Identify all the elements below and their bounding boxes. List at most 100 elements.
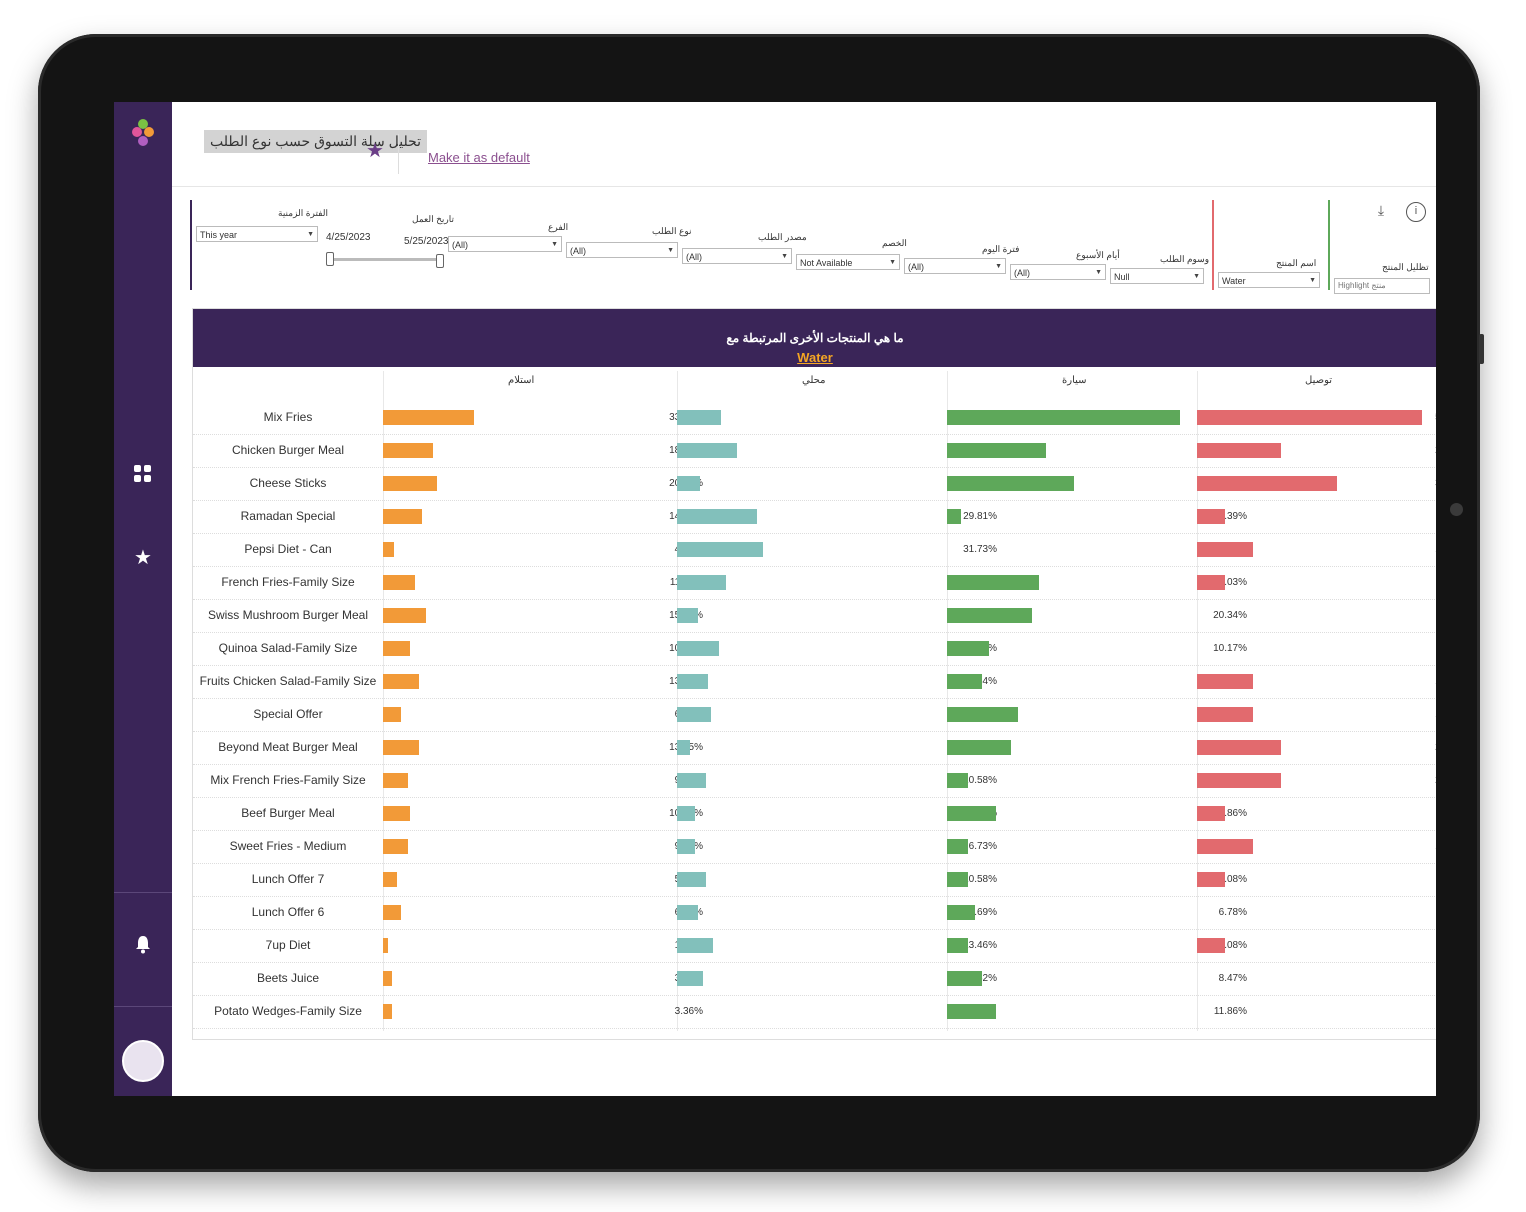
bar-2[interactable] <box>947 641 990 656</box>
info-icon[interactable]: i <box>1406 202 1426 222</box>
bar-2[interactable] <box>947 443 1046 458</box>
bar-0[interactable] <box>383 872 397 887</box>
bar-1[interactable] <box>677 740 690 755</box>
bar-3[interactable] <box>1197 740 1282 755</box>
bar-3[interactable] <box>1197 476 1338 491</box>
bar-0[interactable] <box>383 806 411 821</box>
date-slider-start-handle[interactable] <box>326 252 334 266</box>
bar-3[interactable] <box>1197 509 1226 524</box>
order-tags-dropdown[interactable]: Null ▼ <box>1110 268 1204 284</box>
date-slider-track[interactable] <box>330 258 440 261</box>
favorite-star-icon[interactable]: ★ <box>366 140 384 162</box>
bar-1[interactable] <box>677 410 722 425</box>
bar-0[interactable] <box>383 971 393 986</box>
table-row[interactable]: Potato Wedges-Family Size 3.36% 11.86% <box>193 995 1436 1029</box>
bar-1[interactable] <box>677 707 711 722</box>
table-row[interactable]: Lunch Offer 66.72%7.69%6.78% <box>193 896 1436 930</box>
bar-0[interactable] <box>383 476 438 491</box>
branch-dropdown[interactable]: (All) ▼ <box>448 236 562 252</box>
bar-2[interactable] <box>947 938 969 953</box>
bar-1[interactable] <box>677 773 706 788</box>
bar-2[interactable] <box>947 1004 997 1019</box>
table-row[interactable]: Fruits Chicken Salad-Family Size13.45%11… <box>193 665 1436 699</box>
bar-3[interactable] <box>1197 938 1226 953</box>
bar-1[interactable] <box>677 905 698 920</box>
bar-2[interactable] <box>947 410 1181 425</box>
date-slider-end-handle[interactable] <box>436 254 444 268</box>
bar-1[interactable] <box>677 575 727 590</box>
make-default-link[interactable]: Make it as default <box>428 150 530 165</box>
bar-1[interactable] <box>677 674 709 689</box>
product-name-dropdown[interactable]: Water ▼ <box>1218 272 1320 288</box>
bar-3[interactable] <box>1197 707 1254 722</box>
table-row[interactable]: Cheese Sticks20.17%8.65%30.51%35.71% <box>193 467 1436 501</box>
bar-3[interactable] <box>1197 575 1226 590</box>
order-type-dropdown[interactable]: (All) ▼ <box>566 242 678 258</box>
bar-2[interactable] <box>947 476 1075 491</box>
bar-1[interactable] <box>677 509 758 524</box>
bar-0[interactable] <box>383 410 474 425</box>
bar-1[interactable] <box>677 476 701 491</box>
user-avatar[interactable] <box>122 1040 164 1082</box>
bar-3[interactable] <box>1197 410 1422 425</box>
bar-3[interactable] <box>1197 806 1226 821</box>
table-row[interactable]: Beef Burger Meal10.08%6.73%11.86%7.14% <box>193 797 1436 831</box>
bar-2[interactable] <box>947 905 976 920</box>
bar-0[interactable] <box>383 905 402 920</box>
bar-1[interactable] <box>677 872 706 887</box>
bar-3[interactable] <box>1197 773 1282 788</box>
bar-2[interactable] <box>947 872 969 887</box>
table-row[interactable]: Mix Fries33.61%16.35%55.93%57.14% <box>193 401 1436 435</box>
chart-product[interactable]: Water <box>797 350 833 365</box>
bar-0[interactable] <box>383 773 408 788</box>
bar-3[interactable] <box>1197 443 1282 458</box>
bar-0[interactable] <box>383 1004 393 1019</box>
bar-0[interactable] <box>383 641 411 656</box>
bar-0[interactable] <box>383 608 427 623</box>
bar-1[interactable] <box>677 608 698 623</box>
bar-2[interactable] <box>947 740 1011 755</box>
table-row[interactable]: Pepsi Diet - Can4.20%31.73%14.29% <box>193 533 1436 567</box>
table-row[interactable]: Mix French Fries-Family Size9.24%10.58%5… <box>193 764 1436 798</box>
bar-2[interactable] <box>947 707 1018 722</box>
bar-3[interactable] <box>1197 674 1254 689</box>
bar-1[interactable] <box>677 971 703 986</box>
day-period-dropdown[interactable]: (All) ▼ <box>904 258 1006 274</box>
period-dropdown[interactable]: This year ▼ <box>196 226 318 242</box>
bar-2[interactable] <box>947 509 962 524</box>
download-icon[interactable]: ⤓ <box>1377 202 1385 218</box>
table-row[interactable]: Quinoa Salad-Family Size10.08%15.38%10.1… <box>193 632 1436 666</box>
bar-1[interactable] <box>677 443 737 458</box>
bar-3[interactable] <box>1197 542 1254 557</box>
bar-2[interactable] <box>947 608 1032 623</box>
dashboard-icon[interactable] <box>131 464 155 488</box>
bar-0[interactable] <box>383 938 388 953</box>
table-row[interactable]: Lunch Offer 75.04%10.58%5.08%7.14% <box>193 863 1436 897</box>
bar-0[interactable] <box>383 740 420 755</box>
table-row[interactable]: Beyond Meat Burger Meal13.45%4.81%15.25%… <box>193 731 1436 765</box>
bar-0[interactable] <box>383 542 395 557</box>
bar-1[interactable] <box>677 641 719 656</box>
bar-2[interactable] <box>947 773 969 788</box>
bar-3[interactable] <box>1197 872 1226 887</box>
order-source-dropdown[interactable]: (All) ▼ <box>682 248 792 264</box>
bar-1[interactable] <box>677 938 714 953</box>
table-row[interactable]: Beets Juice3.36%9.62%8.47% <box>193 962 1436 996</box>
bar-0[interactable] <box>383 707 402 722</box>
product-highlight-input[interactable] <box>1334 278 1430 294</box>
bar-1[interactable] <box>677 839 696 854</box>
table-row[interactable]: Chicken Burger Meal18.49%22.12%23.73%21.… <box>193 434 1436 468</box>
bar-2[interactable] <box>947 575 1039 590</box>
table-row[interactable]: Swiss Mushroom Burger Meal15.97%7.69%20.… <box>193 599 1436 633</box>
bar-0[interactable] <box>383 839 408 854</box>
bar-3[interactable] <box>1197 839 1254 854</box>
notification-bell-icon[interactable] <box>131 934 155 958</box>
weekdays-dropdown[interactable]: (All) ▼ <box>1010 264 1106 280</box>
table-row[interactable]: French Fries-Family Size11.76%18.27%22.0… <box>193 566 1436 600</box>
bar-2[interactable] <box>947 839 969 854</box>
table-row[interactable]: Ramadan Special14.29%29.81%3.39%7.14% <box>193 500 1436 534</box>
bar-0[interactable] <box>383 509 422 524</box>
bar-2[interactable] <box>947 806 997 821</box>
